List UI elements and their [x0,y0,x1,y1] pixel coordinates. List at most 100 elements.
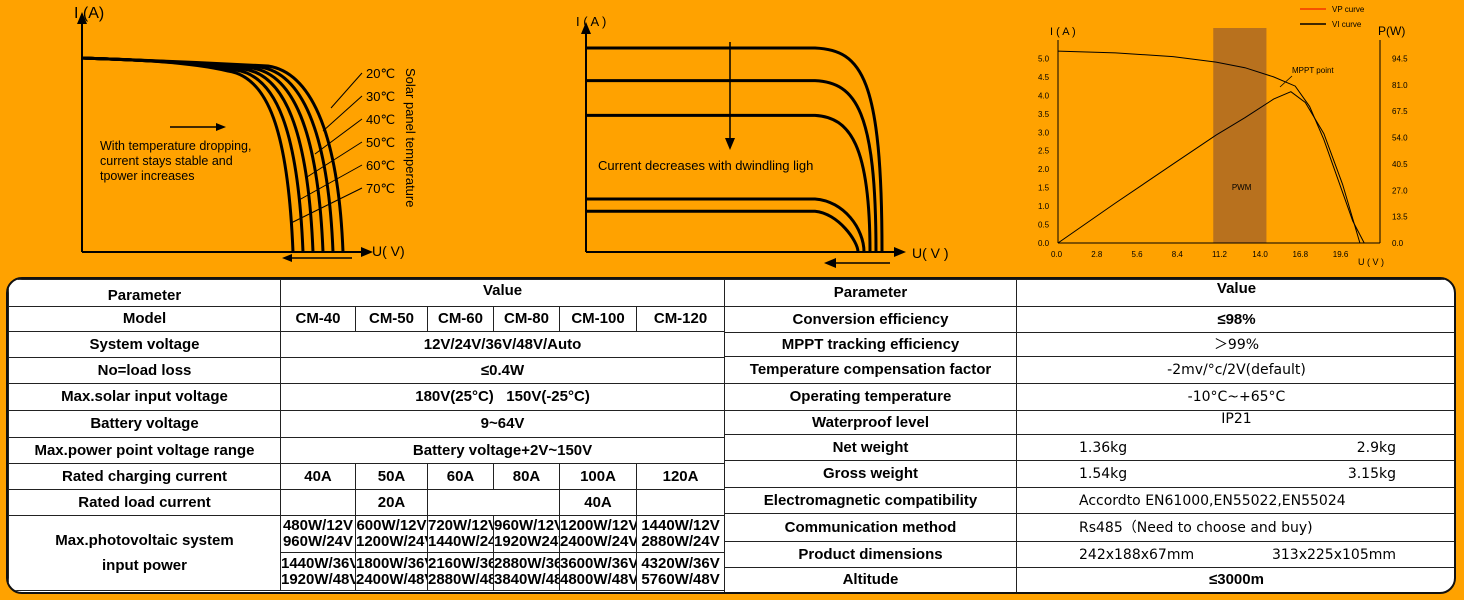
emc-value: Accordto EN61000,EN55022,EN55024 [1016,487,1454,514]
x-tick-label: 0.0 [1051,250,1063,259]
table-row: Battery voltage 9~64V [8,410,726,438]
waterproof-label: Waterproof level [724,410,1017,435]
y-tick-label: 3.0 [1038,128,1050,137]
irradiance-chart: I ( A ) U( V ) Current decreases with dw… [560,0,960,272]
table-row: Max.photovoltaic system input power 480W… [8,515,726,591]
vp-curve [1057,91,1361,244]
battery-voltage-value: 9~64V [279,410,726,438]
communication-label: Communication method [724,513,1017,542]
irradiance-curve [586,79,878,253]
rated-charging-cell: 40A [280,463,356,490]
y-tick-label: 0.0 [1038,239,1050,248]
pv-power-cell: 1800W/36V 2400W/48V [355,552,428,591]
irradiance-curve [586,209,860,253]
mpp-range-label: Max.power point voltage range [8,437,281,464]
emc-label: Electromagnetic compatibility [724,487,1017,514]
shift-arrow-head [282,254,292,262]
irradiance-chart-svg: I ( A ) U( V ) Current decreases with dw… [576,14,949,268]
table-row: Conversion efficiency ≤98% [724,306,1454,333]
system-voltage-value: 12V/24V/36V/48V/Auto [279,331,726,358]
legend-vp-label: VP curve [1332,5,1365,14]
model-cell: CM-80 [493,306,560,332]
vi-curve [1057,50,1365,244]
table-row: Gross weight 1.54kg 3.15kg [724,460,1454,488]
pv-power-cell: 480W/12V 960W/24V [280,515,356,553]
temperature-curve [81,56,295,253]
rated-load-value-b: 40A [559,489,637,516]
mppt-chart-svg: I ( A ) P(W) U ( V ) VP curve VI curve P… [1038,5,1408,267]
pv-power-cell: 2880W/36V3840W/48V [493,552,560,591]
mppt-label: MPPT point [1292,66,1334,75]
x-tick-label: 5.6 [1132,250,1144,259]
table-row: MPPT tracking efficiency ＞99% [724,332,1454,357]
legend-vi-label: VI curve [1332,20,1362,29]
rated-charging-label: Rated charging current [8,463,281,490]
dimensions-a: 242x188x67mm [1079,546,1195,563]
max-solar-input-label: Max.solar input voltage [8,383,281,411]
operating-temp-label: Operating temperature [724,383,1017,411]
y-axis-arrow [77,12,87,24]
temperature-labels: 20℃ 30℃ 40℃ 50℃ 60℃ 70℃ [290,66,395,224]
shift-arrow-head [824,258,836,268]
model-cell: CM-50 [355,306,428,332]
pv-power-cell: 960W/12V1920W24V [493,515,560,553]
x-tick-label: 11.2 [1212,250,1228,259]
y-tick-label: 2.0 [1038,165,1050,174]
decrease-arrow-head [725,138,735,150]
annotation-line-2: current stays stable and [100,154,233,168]
rated-charging-cell: 100A [559,463,637,490]
annotation: Current decreases with dwindling ligh [598,158,813,173]
table-row: Max.solar input voltage 180V(25°C) 150V(… [8,383,726,411]
spec-table-box: Parameter Value Model CM-40 CM-50 CM-60 … [6,277,1456,594]
x-axis-label: U( V ) [912,245,949,261]
temperature-label: 60℃ [366,158,395,173]
x-tick-label: 14.0 [1252,250,1268,259]
temperature-leader [322,95,363,132]
x-tick-label: 16.8 [1293,250,1309,259]
gross-weight-label: Gross weight [724,460,1017,488]
gross-weight-a: 1.54kg [1079,466,1128,482]
rated-charging-cell: 60A [427,463,494,490]
pwm-region [1213,28,1267,243]
irradiance-curve [586,113,872,253]
operating-temp-value: -10°C~+65°C [1016,383,1454,411]
table-row: Electromagnetic compatibility Accordto E… [724,487,1454,514]
y2-tick-labels: 0.0 13.5 27.0 40.5 54.0 67.5 81.0 94.5 [1392,55,1408,248]
spec-table-left: Parameter Value Model CM-40 CM-50 CM-60 … [8,279,726,591]
x-tick-labels: 0.0 2.8 5.6 8.4 11.2 14.0 16.8 19.6 [1051,250,1349,259]
y2-tick-label: 54.0 [1392,134,1408,143]
table-row: Parameter Value [8,279,726,307]
irradiance-curve [586,46,884,253]
y-tick-labels: 0.0 0.5 1.0 1.5 2.0 2.5 3.0 3.5 4.0 4.5 5.0 [1038,54,1050,248]
mppt-tracking-value: ＞99% [1016,332,1454,357]
battery-voltage-label: Battery voltage [8,410,281,438]
temperature-chart: I (A) U( V) 20℃ 30℃ 40℃ 50℃ 60℃ 70℃ Solar pan… [60,0,440,272]
temperature-leader [306,141,363,178]
table-row: Rated load current 20A 40A [8,489,726,516]
model-cell: CM-60 [427,306,494,332]
temperature-leader [298,164,363,201]
communication-value: Rs485（Need to choose and buy) [1016,513,1454,542]
pv-power-cell: 1200W/12V 2400W/24V [559,515,637,553]
temp-compensation-label: Temperature compensation factor [724,356,1017,384]
temperature-label: 40℃ [366,112,395,127]
table-row: Waterproof level IP21 [724,410,1454,435]
pv-power-cell: 4320W/36V 5760W/48V [635,552,726,591]
x-axis-arrow [361,247,373,257]
pv-power-cell: 1440W/36V 1920W/48V [280,552,356,591]
temperature-label: 20℃ [366,66,395,81]
x-axis-arrow [894,247,906,257]
rated-charging-cell: 120A [635,463,726,490]
table-row: 1440W/36V 1920W/48V 1800W/36V 2400W/48V 21… [9,552,726,591]
table-row: Model CM-40 CM-50 CM-60 CM-80 CM-100 CM-… [8,306,726,332]
y2-tick-label: 13.5 [1392,213,1408,222]
pv-power-cell: 3600W/36V 4800W/48V [559,552,637,591]
temperature-leader [330,72,363,109]
rated-load-empty [635,489,726,516]
no-load-loss-value: ≤0.4W [279,357,726,384]
conversion-efficiency-label: Conversion efficiency [724,306,1017,333]
rated-charging-cell: 80A [493,463,560,490]
y-axis-label: I (A) [74,5,104,22]
pv-power-label: Max.photovoltaic system input power [8,515,281,591]
